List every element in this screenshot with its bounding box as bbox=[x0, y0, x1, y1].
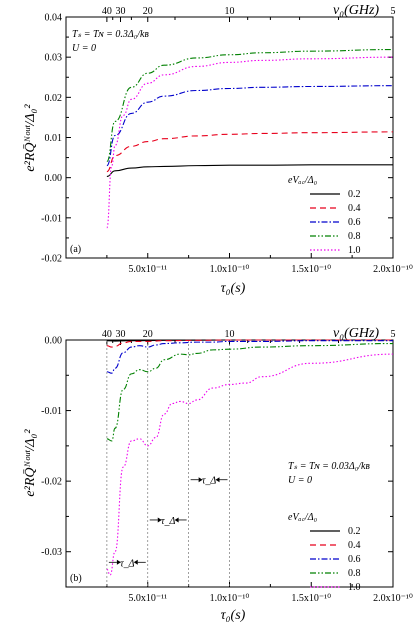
top-axis-label: ν₀(GHz) bbox=[333, 326, 379, 341]
series-line-0.6 bbox=[106, 85, 394, 167]
y-tick-label: 0.02 bbox=[45, 93, 63, 104]
tau-arrowhead-right bbox=[215, 477, 220, 483]
param-text: U = 0 bbox=[288, 475, 312, 486]
tau-arrowhead-left bbox=[116, 559, 121, 565]
tau-arrowhead-right bbox=[174, 517, 179, 523]
series-line-0.8 bbox=[106, 342, 394, 442]
panel-b: -0.03 -0.02 -0.01 0.00 5.0x10⁻¹¹ 1.0x10⁻¹⁰ 1.5… bbox=[23, 326, 413, 623]
y-tick-label: 0.00 bbox=[45, 173, 63, 184]
param-text: Tₛ = Tɴ = 0.03Δ₀/kʙ bbox=[288, 461, 370, 472]
top-tick-label: 5 bbox=[391, 6, 396, 17]
tau-label: τ_Δ bbox=[161, 516, 176, 527]
legend-label: 0.8 bbox=[348, 231, 361, 242]
panel-label: (a) bbox=[70, 244, 81, 255]
tau-arrowhead-right bbox=[133, 559, 138, 565]
y-tick-label: -0.01 bbox=[41, 213, 62, 224]
series-line-0.6 bbox=[106, 340, 393, 374]
tau-arrowhead-left bbox=[157, 517, 162, 523]
series-line-0.4 bbox=[106, 339, 393, 348]
series-line-0.4 bbox=[106, 131, 394, 173]
y-axis-label: e²RQ̄ᴺᵒᵘᵗ/Δ₀² bbox=[23, 429, 38, 497]
y-tick-label: -0.03 bbox=[41, 547, 62, 558]
legend-label: 0.6 bbox=[348, 217, 361, 228]
x-tick-label: 2.0x10⁻¹⁰ bbox=[373, 264, 413, 275]
series-line-0.8 bbox=[106, 48, 394, 163]
legend-label: 0.2 bbox=[348, 526, 361, 537]
series-line-1.0 bbox=[106, 56, 394, 229]
y-tick-label: -0.02 bbox=[41, 254, 62, 265]
x-tick-label: 5.0x10⁻¹¹ bbox=[128, 264, 167, 275]
legend-label: 1.0 bbox=[348, 582, 361, 593]
series-line-0.2 bbox=[106, 164, 393, 178]
tau-arrowhead-left bbox=[198, 477, 203, 483]
param-text: U = 0 bbox=[72, 43, 96, 54]
x-tick-label: 1.0x10⁻¹⁰ bbox=[210, 264, 250, 275]
x-tick-label: 5.0x10⁻¹¹ bbox=[128, 593, 167, 604]
x-axis-label: τ₀(s) bbox=[221, 281, 246, 296]
legend-label: 0.4 bbox=[348, 540, 361, 551]
x-axis-label: τ₀(s) bbox=[221, 608, 246, 623]
param-text: Tₛ = Tɴ = 0.3Δ₀/kʙ bbox=[72, 29, 149, 40]
top-tick-label: 20 bbox=[143, 329, 153, 340]
legend-label: 0.4 bbox=[348, 203, 361, 214]
y-tick-label: -0.02 bbox=[41, 477, 62, 488]
tau-label: τ_Δ bbox=[202, 476, 217, 487]
top-tick-label: 40 bbox=[102, 329, 112, 340]
legend-label: 0.8 bbox=[348, 568, 361, 579]
legend-label: 1.0 bbox=[348, 245, 361, 256]
panel-label: (b) bbox=[70, 573, 82, 584]
y-tick-label: -0.01 bbox=[41, 406, 62, 417]
legend-title: eVₐ꜀/Δ₀ bbox=[288, 512, 318, 523]
plot-frame bbox=[65, 16, 394, 259]
top-tick-label: 30 bbox=[116, 329, 126, 340]
legend-label: 0.2 bbox=[348, 189, 361, 200]
top-axis-label: ν₀(GHz) bbox=[333, 3, 379, 18]
y-tick-label: 0.03 bbox=[45, 53, 63, 64]
top-tick-label: 30 bbox=[116, 6, 126, 17]
y-tick-label: 0.04 bbox=[45, 13, 63, 24]
x-tick-label: 1.5x10⁻¹⁰ bbox=[291, 593, 331, 604]
y-tick-label: 0.00 bbox=[45, 336, 63, 347]
y-tick-label: 0.01 bbox=[45, 133, 63, 144]
x-tick-label: 1.0x10⁻¹⁰ bbox=[210, 593, 250, 604]
top-tick-label: 10 bbox=[225, 6, 235, 17]
x-tick-label: 1.5x10⁻¹⁰ bbox=[291, 264, 331, 275]
y-axis-label: e²RQ̄ᴺᵒᵘᵗ/Δ₀² bbox=[23, 104, 38, 172]
tau-label: τ_Δ bbox=[120, 558, 135, 569]
top-tick-label: 5 bbox=[391, 329, 396, 340]
x-tick-label: 2.0x10⁻¹⁰ bbox=[373, 593, 413, 604]
panel-a: -0.02 -0.01 0.00 0.01 0.02 0.03 0.04 5.0x10⁻¹¹ 1… bbox=[23, 3, 413, 296]
legend-label: 0.6 bbox=[348, 554, 361, 565]
top-tick-label: 10 bbox=[225, 329, 235, 340]
legend-title: eVₐ꜀/Δ₀ bbox=[288, 175, 318, 186]
top-tick-label: 20 bbox=[143, 6, 153, 17]
top-tick-label: 40 bbox=[102, 6, 112, 17]
